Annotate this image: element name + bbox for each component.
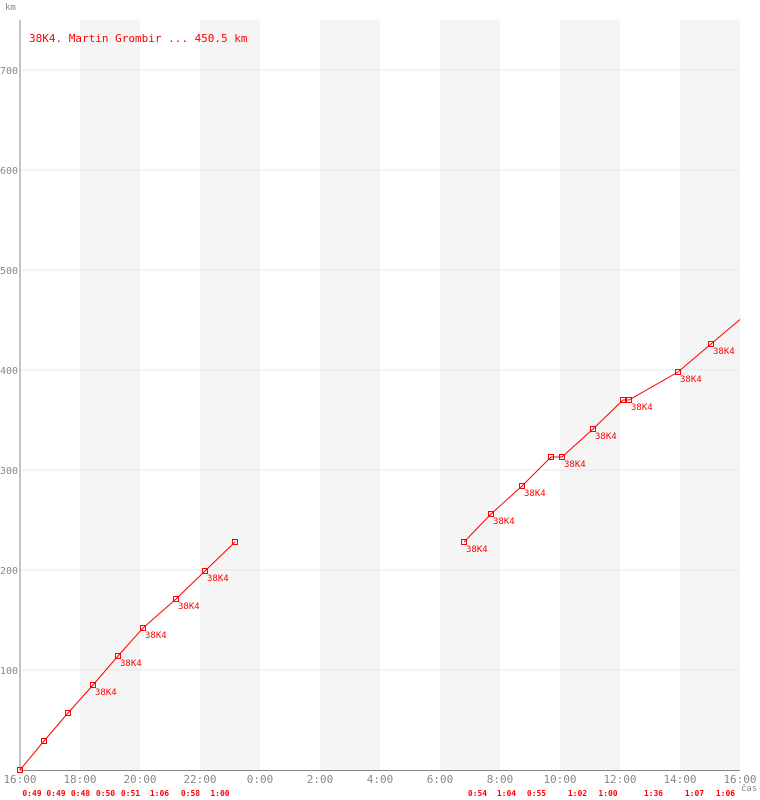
- y-tick-label: 600: [0, 166, 18, 177]
- data-point: [488, 511, 494, 517]
- split-time-label: 0:58: [181, 789, 200, 798]
- data-point: [559, 454, 565, 460]
- data-point: [590, 426, 596, 432]
- split-time-label: 1:06: [150, 789, 169, 798]
- x-tick-label: 14:00: [663, 773, 696, 786]
- split-time-label: 1:02: [568, 789, 587, 798]
- x-tick-label: 2:00: [307, 773, 334, 786]
- shaded-band: [560, 20, 620, 770]
- split-time-label: 0:51: [121, 789, 140, 798]
- x-tick-label: 22:00: [183, 773, 216, 786]
- point-label: 38K4: [120, 659, 142, 669]
- y-tick-label: 700: [0, 66, 18, 77]
- data-point: [65, 710, 71, 716]
- data-point: [461, 539, 467, 545]
- shaded-band: [440, 20, 500, 770]
- y-axis-label: km: [5, 3, 16, 13]
- x-tick-label: 12:00: [603, 773, 636, 786]
- x-tick-label: 6:00: [427, 773, 454, 786]
- data-point: [675, 369, 681, 375]
- point-label: 38K4: [466, 545, 488, 555]
- data-point: [17, 767, 23, 773]
- chart-title: 38K4. Martin Grombir ... 450.5 km: [29, 32, 248, 45]
- split-time-label: 1:00: [210, 789, 229, 798]
- split-time-label: 1:04: [497, 789, 516, 798]
- shaded-band: [680, 20, 740, 770]
- shaded-band: [200, 20, 260, 770]
- point-label: 38K4: [680, 375, 702, 385]
- series-line: [463, 319, 741, 543]
- point-label: 38K4: [564, 460, 586, 470]
- x-tick-label: 18:00: [63, 773, 96, 786]
- data-point: [173, 596, 179, 602]
- data-point: [626, 397, 632, 403]
- data-point: [90, 682, 96, 688]
- x-tick-label: 0:00: [247, 773, 274, 786]
- y-tick-label: 400: [0, 366, 18, 377]
- data-point: [202, 568, 208, 574]
- data-point: [115, 653, 121, 659]
- point-label: 38K4: [145, 631, 167, 641]
- x-tick-label: 16:00: [723, 773, 756, 786]
- split-time-label: 0:49: [46, 789, 65, 798]
- data-point: [548, 454, 554, 460]
- y-tick-label: 500: [0, 266, 18, 277]
- point-label: 38K4: [207, 574, 229, 584]
- data-point: [519, 483, 525, 489]
- x-tick-label: 16:00: [3, 773, 36, 786]
- x-tick-label: 4:00: [367, 773, 394, 786]
- split-time-label: 1:07: [685, 789, 704, 798]
- shaded-band: [320, 20, 380, 770]
- split-time-label: 1:00: [598, 789, 617, 798]
- split-time-label: 0:49: [22, 789, 41, 798]
- split-time-label: 1:06: [716, 789, 735, 798]
- y-tick-label: 300: [0, 466, 18, 477]
- data-point: [140, 625, 146, 631]
- split-time-label: 0:48: [71, 789, 90, 798]
- split-time-label: 1:36: [644, 789, 663, 798]
- series-line: [19, 541, 236, 771]
- x-tick-label: 20:00: [123, 773, 156, 786]
- data-point: [708, 341, 714, 347]
- data-point: [620, 397, 626, 403]
- x-tick-label: 8:00: [487, 773, 514, 786]
- split-time-label: 0:50: [96, 789, 115, 798]
- x-tick-label: 10:00: [543, 773, 576, 786]
- split-time-label: 0:54: [468, 789, 487, 798]
- split-time-label: 0:55: [527, 789, 546, 798]
- point-label: 38K4: [178, 602, 200, 612]
- point-label: 38K4: [493, 517, 515, 527]
- point-label: 38K4: [595, 432, 617, 442]
- point-label: 38K4: [713, 347, 735, 357]
- shaded-band: [80, 20, 140, 770]
- y-tick-label: 200: [0, 566, 18, 577]
- point-label: 38K4: [95, 688, 117, 698]
- data-point: [41, 738, 47, 744]
- y-tick-label: 100: [0, 666, 18, 677]
- point-label: 38K4: [631, 403, 653, 413]
- x-axis-label: čas: [741, 783, 757, 794]
- point-label: 38K4: [524, 489, 546, 499]
- data-point: [232, 539, 238, 545]
